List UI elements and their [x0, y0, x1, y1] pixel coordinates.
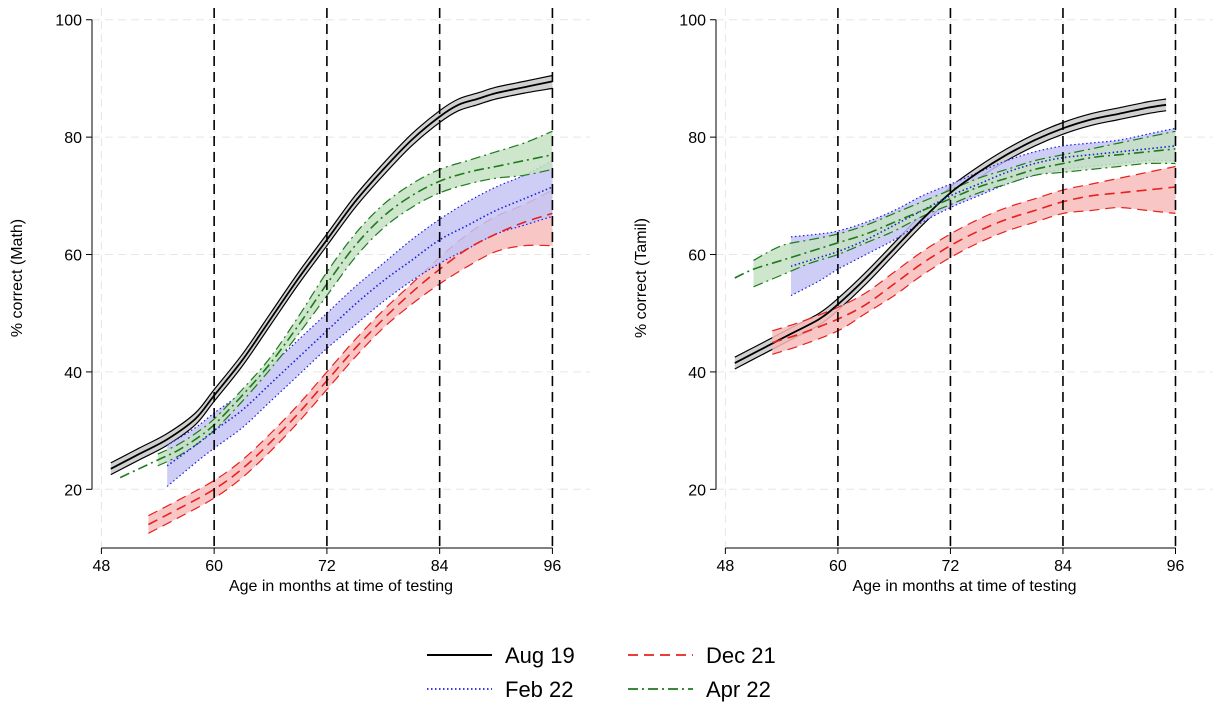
x-tick-label: 84: [1054, 558, 1072, 575]
y-tick-label: 100: [679, 13, 706, 30]
y-tick-label: 100: [55, 13, 82, 30]
series-line: [119, 153, 553, 479]
legend: Aug 19 Dec 21 Feb 22 Apr 22: [427, 643, 776, 702]
confidence-band: [167, 160, 553, 487]
x-axis-title: Age in months at time of testing: [229, 578, 453, 595]
band-lower-line: [110, 87, 553, 476]
confidence-band: [734, 99, 1167, 369]
tamil-panel: 20 40 60 80 100 48 60 72 84 96 Age in months at ti…: [633, 8, 1213, 595]
band-lower-line: [157, 168, 553, 467]
series-line: [790, 145, 1176, 268]
y-tick-label: 80: [64, 130, 82, 147]
band-upper-line: [772, 165, 1176, 332]
y-tick-label: 40: [64, 365, 82, 382]
y-tick-label: 80: [688, 130, 706, 147]
x-tick-label: 84: [431, 558, 449, 575]
y-tick-label: 60: [64, 248, 82, 265]
x-tick-label: 72: [942, 558, 960, 575]
x-tick-label: 96: [544, 558, 562, 575]
x-tick-label: 72: [318, 558, 336, 575]
band-lower-line: [148, 244, 553, 534]
y-tick-label: 60: [688, 248, 706, 265]
legend-label: Apr 22: [706, 677, 771, 702]
series-line: [772, 186, 1176, 344]
band-lower-line: [753, 162, 1176, 288]
y-tick-label: 20: [688, 482, 706, 499]
series-line: [148, 212, 553, 526]
legend-label: Aug 19: [505, 643, 575, 668]
series-line: [110, 80, 553, 470]
series-line: [166, 186, 553, 467]
band-upper-line: [110, 74, 553, 464]
y-tick-label: 20: [64, 482, 82, 499]
x-tick-label: 48: [716, 558, 734, 575]
y-axis-title: % correct (Math): [9, 219, 26, 337]
y-axis-title: % correct (Tamil): [633, 218, 650, 338]
legend-label: Dec 21: [706, 643, 776, 668]
band-upper-line: [753, 130, 1176, 261]
series-line: [734, 148, 1176, 279]
confidence-band: [157, 131, 553, 466]
legend-label: Feb 22: [505, 677, 574, 702]
x-tick-label: 60: [829, 558, 847, 575]
math-panel: 20 40 60 80 100 48 60 72 84 96 Age in months at ti…: [9, 8, 590, 595]
y-tick-label: 40: [688, 365, 706, 382]
confidence-band: [753, 131, 1176, 287]
x-tick-label: 96: [1167, 558, 1185, 575]
band-lower-line: [790, 159, 1176, 297]
x-tick-label: 48: [92, 558, 110, 575]
x-axis-title: Age in months at time of testing: [852, 578, 1076, 595]
confidence-band: [772, 166, 1176, 355]
x-tick-label: 60: [205, 558, 223, 575]
band-lower-line: [772, 206, 1176, 355]
